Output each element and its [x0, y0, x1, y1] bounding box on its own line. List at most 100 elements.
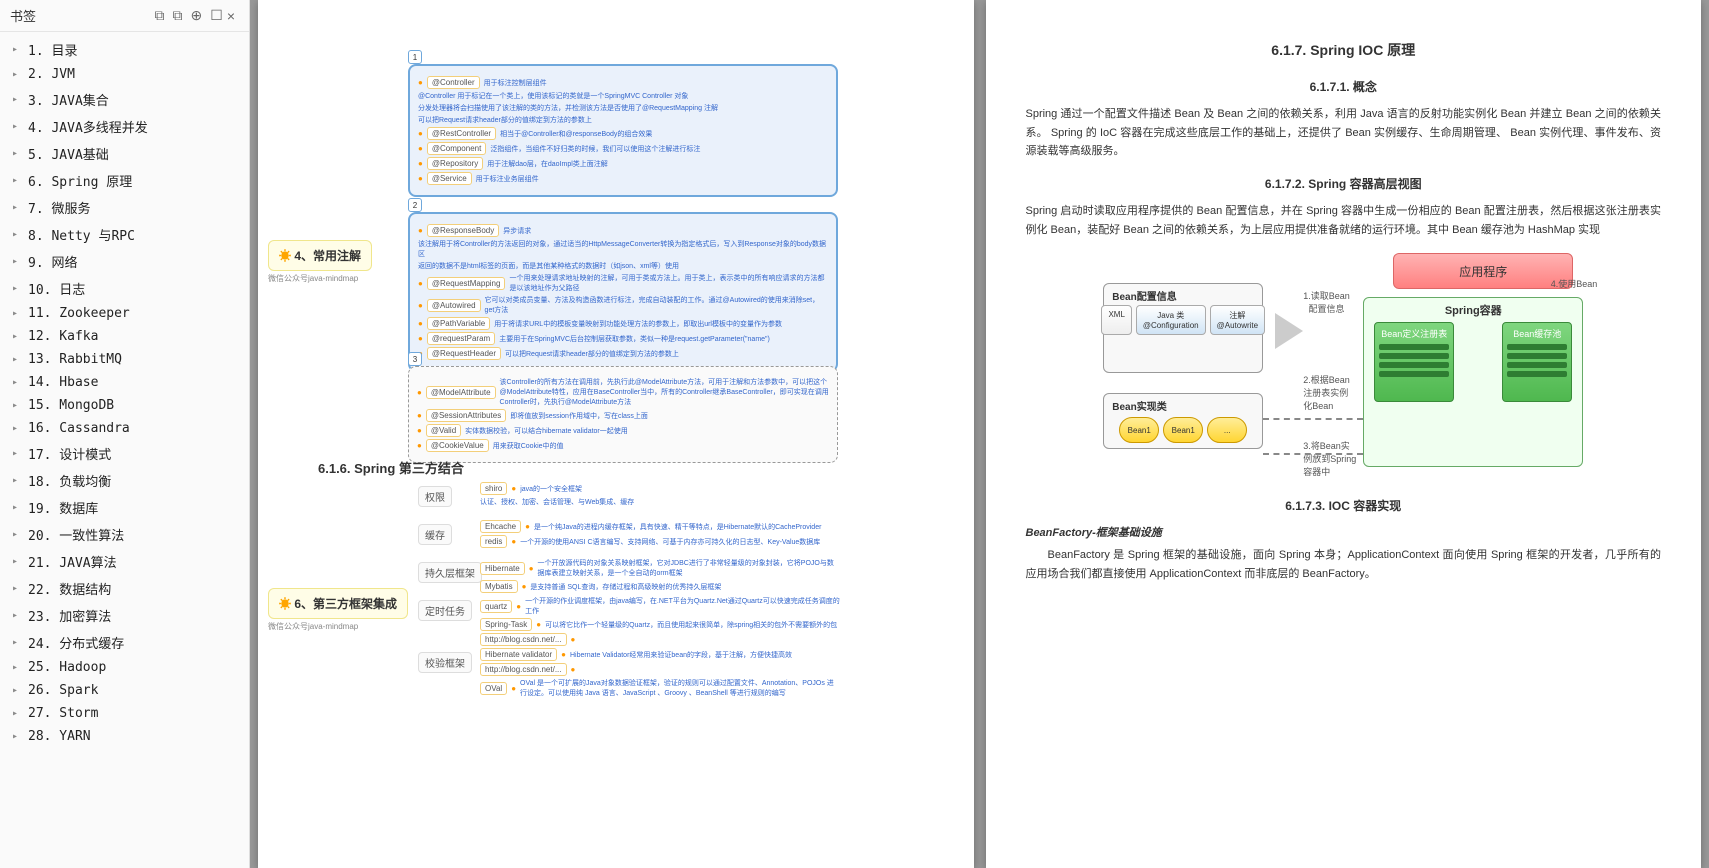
bookmark-item[interactable]: ▸19. 数据库	[0, 494, 249, 521]
registry-rows	[1379, 344, 1449, 377]
bookmark-label: 7. 微服务	[28, 198, 90, 217]
branch-line: Mybatis●是支持普通 SQL查询，存储过程和高级映射的优秀持久层框架	[480, 580, 840, 593]
chevron-right-icon: ▸	[12, 202, 24, 213]
chevron-right-icon: ▸	[12, 121, 24, 132]
bookmark-label: 18. 负载均衡	[28, 471, 111, 490]
framework-desc: 认证、授权、加密、会话管理、与Web集成、缓存	[480, 497, 634, 507]
bookmark-item[interactable]: ▸22. 数据结构	[0, 575, 249, 602]
bookmark-label: 25. Hadoop	[28, 660, 106, 675]
chevron-right-icon: ▸	[12, 502, 24, 513]
sidebar-tool-3[interactable]: ⊕	[191, 7, 203, 24]
cache-title: Bean缓存池	[1507, 327, 1567, 340]
annotation-tag: @CookieValue	[426, 439, 489, 452]
bookmark-item[interactable]: ▸4. JAVA多线程并发	[0, 113, 249, 140]
node-subtitle: 微信公众号java-mindmap	[268, 273, 372, 284]
sidebar-tool-2[interactable]: ⧉	[173, 7, 183, 24]
bookmark-item[interactable]: ▸2. JVM	[0, 63, 249, 86]
framework-tag: quartz	[480, 600, 512, 613]
sidebar-header: 书签 ⧉ ⧉ ⊕ ☐ ×	[0, 0, 249, 32]
framework-tag: redis	[480, 535, 507, 548]
diagram-label-2: 2.根据Bean注册表实例化Bean	[1303, 373, 1350, 412]
sidebar-tool-1[interactable]: ⧉	[155, 7, 165, 24]
chevron-right-icon: ▸	[12, 685, 24, 696]
annotation-desc: 泛指组件，当组件不好归类的时候，我们可以使用这个注解进行标注	[490, 144, 700, 154]
bookmark-item[interactable]: ▸20. 一致性算法	[0, 521, 249, 548]
chevron-right-icon: ▸	[12, 637, 24, 648]
branch-box: quartz ● 一个开源的作业调度框架，由java编写，在.NET平台为Quart…	[480, 594, 840, 648]
annotation-desc: 可以把Request请求header部分的值绑定到方法的参数上	[418, 115, 592, 125]
diagram-label-3: 3.将Bean实例放到Spring容器中	[1303, 439, 1356, 478]
bookmark-label: 8. Netty 与RPC	[28, 225, 135, 244]
sidebar-tool-4[interactable]: ☐	[210, 7, 223, 24]
bookmark-item[interactable]: ▸16. Cassandra	[0, 417, 249, 440]
node-subtitle: 微信公众号java-mindmap	[268, 621, 408, 632]
bookmark-item[interactable]: ▸ 28. YARN	[0, 725, 249, 748]
annotation-line: ●@RestController相当于@Controller和@response…	[418, 127, 828, 140]
framework-desc: OVal 是一个可扩展的Java对象数据验证框架，验证的规则可以通过配置文件、A…	[520, 678, 840, 698]
bullet-icon: ●	[418, 301, 423, 310]
subheading-beanfactory: BeanFactory-框架基础设施	[1026, 524, 1662, 540]
heading-6173: 6.1.7.3. IOC 容器实现	[1026, 497, 1662, 514]
bookmark-item[interactable]: ▸ 25. Hadoop	[0, 656, 249, 679]
bookmark-item[interactable]: ▸13. RabbitMQ	[0, 348, 249, 371]
annotation-line: ●@requestParam主要用于在SpringMVC后台控制层获取参数，类似…	[418, 332, 828, 345]
bookmark-label: 28. YARN	[28, 729, 91, 744]
bookmark-item[interactable]: ▸3. JAVA集合	[0, 86, 249, 113]
bookmark-label: 11. Zookeeper	[28, 306, 130, 321]
chevron-right-icon: ▸	[12, 662, 24, 673]
config-chips: XMLJava 类@Configuration注解@Autowrite	[1112, 305, 1254, 335]
bookmark-item[interactable]: ▸6. Spring 原理	[0, 167, 249, 194]
bookmark-label: 10. 日志	[28, 279, 85, 298]
bookmark-item[interactable]: ▸ 10. 日志	[0, 275, 249, 302]
bookmark-list[interactable]: ▸1. 目录▸2. JVM▸3. JAVA集合▸4. JAVA多线程并发▸5. …	[0, 32, 249, 868]
chevron-right-icon: ▸	[12, 731, 24, 742]
annotation-desc: 一个用来处理请求地址映射的注解，可用于类或方法上。用于类上，表示类中的所有响应请…	[509, 273, 828, 293]
framework-desc: 一个开源的作业调度框架，由java编写，在.NET平台为Quartz.Net通过…	[525, 596, 840, 616]
annotation-tag: @Controller	[427, 76, 480, 89]
bookmark-item[interactable]: ▸11. Zookeeper	[0, 302, 249, 325]
bookmark-item[interactable]: ▸12. Kafka	[0, 325, 249, 348]
branch-line: 认证、授权、加密、会话管理、与Web集成、缓存	[480, 497, 840, 507]
bookmark-item[interactable]: ▸14. Hbase	[0, 371, 249, 394]
framework-tag: Spring-Task	[480, 618, 532, 631]
paragraph-concept: Spring 通过一个配置文件描述 Bean 及 Bean 之间的依赖关系，利用…	[1026, 105, 1662, 161]
chevron-right-icon: ▸	[12, 400, 24, 411]
annotation-box-1: ●@Controller用于标注控制层组件@Controller 用于标记在一个…	[408, 64, 838, 197]
bookmark-item[interactable]: ▸18. 负载均衡	[0, 467, 249, 494]
bookmark-item[interactable]: ▸26. Spark	[0, 679, 249, 702]
chevron-right-icon: ▸	[12, 377, 24, 388]
bookmark-item[interactable]: ▸5. JAVA基础	[0, 140, 249, 167]
bookmark-item[interactable]: ▸27. Storm	[0, 702, 249, 725]
bullet-icon: ●	[418, 129, 423, 138]
bookmark-item[interactable]: ▸23. 加密算法	[0, 602, 249, 629]
close-icon[interactable]: ×	[223, 8, 239, 24]
bullet-icon: ●	[417, 441, 422, 450]
bullet-icon: ●	[417, 426, 422, 435]
annotation-line: ●@SessionAttributes即将值放到session作用域中，写在cl…	[417, 409, 829, 422]
bullet-icon: ●	[418, 144, 423, 153]
mindmap-group-3: 3 ●@ModelAttribute该Controller的所有方法在调用前，先…	[408, 352, 838, 469]
bookmark-item[interactable]: ▸ 7. 微服务	[0, 194, 249, 221]
bookmark-label: 3. JAVA集合	[28, 90, 109, 109]
bullet-icon: ●	[525, 522, 530, 531]
mindmap-root-frameworks: ☀ 6、第三方框架集成 微信公众号java-mindmap	[268, 588, 408, 632]
chevron-right-icon: ▸	[12, 283, 24, 294]
annotation-tag: @SessionAttributes	[426, 409, 506, 422]
annotation-tag: @RequestMapping	[427, 277, 506, 290]
annotation-tag: @PathVariable	[427, 317, 490, 330]
bookmark-item[interactable]: ▸24. 分布式缓存	[0, 629, 249, 656]
bullet-icon: ●	[418, 334, 423, 343]
bookmark-item[interactable]: ▸1. 目录	[0, 36, 249, 63]
bookmark-item[interactable]: ▸17. 设计模式	[0, 440, 249, 467]
bullet-icon: ●	[536, 620, 541, 629]
mindmap-node: ☀ 6、第三方框架集成	[268, 588, 408, 619]
annotation-line: 返回的数据不是html标签的页面，而是其他某种格式的数据时（如json、xml等…	[418, 261, 828, 271]
bookmark-item[interactable]: ▸15. MongoDB	[0, 394, 249, 417]
bean-chip: Bean1	[1163, 417, 1203, 443]
bean-chip: ...	[1207, 417, 1247, 443]
chevron-right-icon: ▸	[12, 423, 24, 434]
bookmark-item[interactable]: ▸9. 网络	[0, 248, 249, 275]
annotation-desc: 用于标注控制层组件	[484, 78, 547, 88]
bookmark-item[interactable]: ▸21. JAVA算法	[0, 548, 249, 575]
bookmark-item[interactable]: ▸8. Netty 与RPC	[0, 221, 249, 248]
